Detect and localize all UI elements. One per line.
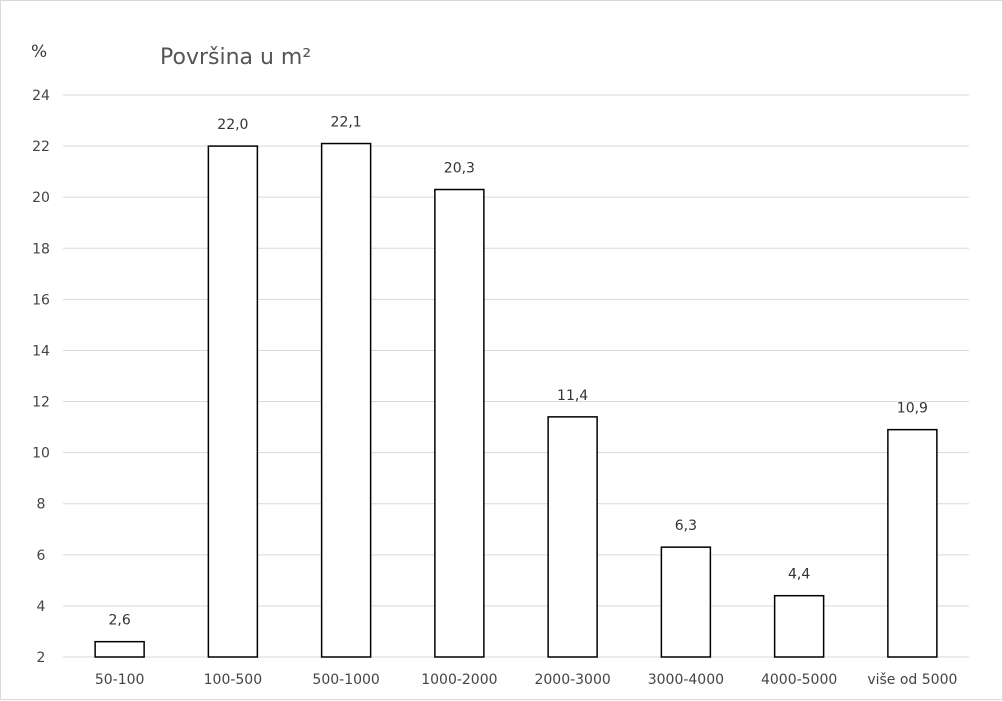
data-label: 4,4 [788,567,810,583]
data-label: 22,1 [331,115,362,131]
bar [207,145,259,658]
y-tick-label: 18 [32,241,50,257]
data-label: 6,3 [675,518,697,534]
y-tick-label: 4 [37,599,46,615]
chart-title: Površina u m² [160,45,311,70]
data-label: 11,4 [557,388,588,404]
data-label: 2,6 [108,613,130,629]
y-tick-label: 22 [32,139,50,155]
x-tick-label: 3000-4000 [648,672,724,688]
x-tick-label: 2000-3000 [534,672,610,688]
y-tick-label: 8 [37,497,46,513]
bar [434,188,485,658]
x-tick-label: 50-100 [95,672,145,688]
x-axis-ticks: 50-100 100-500 500-1000 1000-2000 2000-3000 3… [95,672,958,688]
data-labels: 2,6 22,0 22,1 20,3 11,4 6,3 4,4 10,9 [108,115,927,629]
bar [773,594,825,658]
y-tick-label: 20 [32,190,50,206]
data-label: 10,9 [897,401,928,417]
y-tick-label: 24 [32,88,50,104]
gridlines [63,94,969,658]
x-tick-label: 1000-2000 [421,672,497,688]
y-axis-unit-label: % [31,42,47,62]
bar [660,546,712,658]
bar [547,416,598,658]
y-tick-label: 14 [32,343,50,359]
bar [94,640,145,658]
y-tick-label: 16 [32,292,50,308]
bar [887,428,938,658]
x-tick-label: 100-500 [204,672,263,688]
bars [94,142,938,658]
x-tick-label: 500-1000 [312,672,379,688]
data-label: 22,0 [217,117,248,133]
y-tick-label: 6 [37,548,46,564]
y-tick-label: 12 [32,395,50,411]
x-tick-label: 4000-5000 [761,672,837,688]
y-tick-label: 10 [32,446,50,462]
y-tick-label: 2 [37,650,46,666]
x-tick-label: više od 5000 [867,672,957,688]
bar [320,142,372,658]
data-label: 20,3 [444,161,475,177]
